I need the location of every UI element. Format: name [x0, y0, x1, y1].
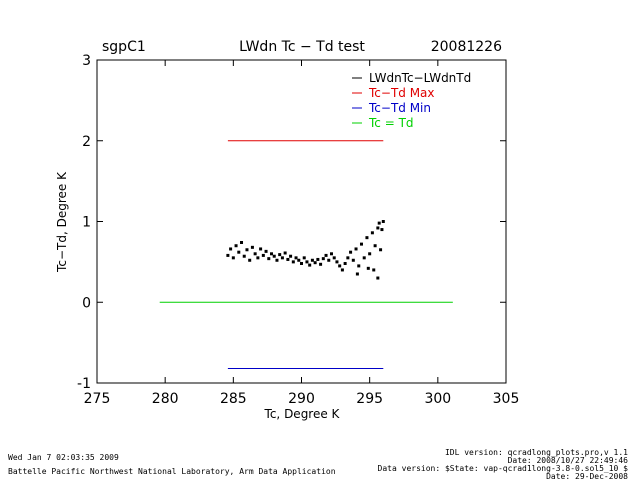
data-point — [379, 248, 383, 252]
data-point — [372, 268, 376, 272]
y-tick-label: 2 — [82, 134, 91, 150]
data-point — [365, 236, 369, 240]
data-point — [234, 244, 238, 248]
data-point — [373, 244, 377, 248]
data-point — [327, 258, 331, 262]
data-point — [370, 231, 374, 235]
data-point — [376, 276, 380, 280]
footer-data-date: Date: 29-Dec-2008 — [546, 472, 628, 480]
data-point — [324, 253, 328, 257]
data-point — [229, 247, 233, 251]
data-point — [357, 264, 361, 268]
data-point — [272, 254, 276, 258]
data-point — [305, 260, 309, 264]
footer-data-version: Data version: $State: vap-qcrad1long-3.8… — [378, 464, 629, 473]
site-label: sgpC1 — [102, 39, 146, 55]
data-point — [376, 226, 380, 230]
data-point — [226, 253, 230, 257]
data-point — [368, 252, 372, 256]
legend-label: Tc−Td Min — [368, 101, 431, 115]
data-point — [310, 258, 314, 262]
data-point — [278, 253, 282, 257]
data-point — [349, 250, 353, 254]
data-point — [291, 260, 295, 264]
axis-ticks: 275 280 285 290 295 300 305 -1 0 1 2 3 — [77, 53, 519, 407]
data-point — [381, 220, 385, 223]
data-point — [283, 251, 287, 255]
data-point — [264, 249, 268, 253]
y-tick-label: 0 — [82, 295, 91, 311]
data-point — [297, 258, 301, 262]
data-point — [351, 258, 355, 262]
x-tick-label: 300 — [424, 391, 451, 407]
data-point — [321, 257, 325, 261]
data-point — [245, 248, 249, 252]
data-point — [308, 263, 312, 267]
legend-label: LWdnTc−LWdnTd — [369, 71, 471, 85]
data-point — [300, 261, 303, 265]
data-point — [355, 272, 359, 276]
data-point — [242, 254, 246, 258]
data-point — [275, 258, 279, 262]
data-point — [294, 256, 298, 260]
data-point — [261, 253, 265, 257]
data-point — [335, 260, 339, 264]
y-tick-label: 3 — [82, 53, 91, 69]
date-label: 20081226 — [431, 39, 502, 55]
data-point — [280, 256, 284, 260]
y-axis-label: Tc−Td, Degree K — [55, 171, 69, 273]
data-point — [250, 245, 254, 249]
data-point — [346, 256, 350, 260]
data-point — [340, 268, 344, 272]
plot-area-frame — [96, 59, 507, 384]
data-point — [377, 221, 381, 225]
legend-label: Tc−Td Max — [368, 86, 435, 100]
x-tick-label: 275 — [84, 391, 111, 407]
data-point — [332, 256, 336, 260]
data-point — [362, 256, 366, 260]
data-point — [256, 256, 260, 260]
data-point — [289, 254, 293, 258]
legend-label: Tc = Td — [368, 116, 414, 130]
footer-timestamp: Wed Jan 7 02:03:35 2009 — [8, 453, 119, 462]
x-tick-label: 285 — [220, 391, 247, 407]
data-point — [313, 261, 317, 265]
data-point — [259, 247, 263, 251]
data-point — [237, 250, 241, 254]
data-point — [231, 256, 235, 260]
data-point — [240, 240, 244, 244]
footer-idl-version: IDL version: qcradlong_plots.pro,v 1.1 — [445, 448, 628, 457]
data-point — [253, 252, 257, 256]
data-point — [366, 266, 370, 270]
data-point — [248, 258, 252, 262]
x-tick-label: 295 — [356, 391, 383, 407]
data-point — [343, 261, 347, 265]
data-point — [338, 264, 342, 268]
data-point — [286, 257, 290, 261]
footer-idl-date: Date: 2008/10/27 22:49:46 — [508, 456, 629, 465]
y-tick-label: -1 — [77, 376, 91, 392]
data-point — [380, 228, 384, 232]
data-point — [359, 242, 363, 246]
x-tick-label: 280 — [152, 391, 179, 407]
data-point — [354, 247, 358, 251]
data-point — [329, 252, 333, 256]
chart-title: LWdn Tc − Td test — [239, 39, 365, 55]
x-tick-label: 305 — [493, 391, 520, 407]
footer-institution: Battelle Pacific Northwest National Labo… — [8, 467, 336, 476]
series-layer — [159, 140, 453, 369]
data-point — [316, 257, 320, 261]
y-tick-label: 1 — [82, 215, 91, 231]
data-point — [302, 256, 306, 260]
x-axis-label: Tc, Degree K — [264, 407, 341, 421]
data-point — [267, 257, 271, 261]
x-tick-label: 290 — [288, 391, 315, 407]
data-point — [270, 252, 274, 256]
data-point — [319, 262, 323, 266]
